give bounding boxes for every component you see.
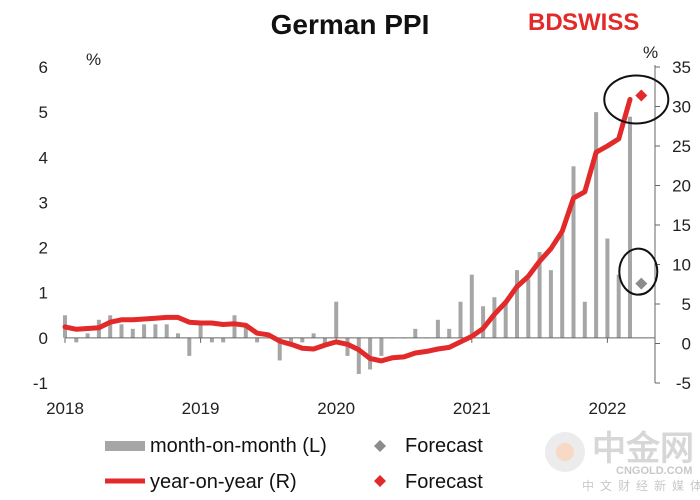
left-tick-label: 4 xyxy=(39,148,48,167)
left-tick-label: 2 xyxy=(39,239,48,258)
mom-bar xyxy=(255,337,260,343)
mom-bar xyxy=(108,315,113,338)
mom-bar xyxy=(74,337,79,343)
left-axis-ticks: -1 0 1 2 3 4 5 6 xyxy=(33,58,48,393)
left-tick-label: 3 xyxy=(39,193,48,212)
left-tick-label: 1 xyxy=(39,284,48,303)
mom-bar xyxy=(594,112,599,338)
mom-bar xyxy=(289,337,293,343)
left-axis-unit: % xyxy=(86,50,101,69)
watermark: 中金网 CNGOLD.COM 中文财经新媒体 xyxy=(545,429,700,493)
yoy-line xyxy=(62,96,633,364)
mom-bar xyxy=(515,270,519,338)
mom-bar xyxy=(176,333,180,338)
mom-bar xyxy=(130,328,135,338)
watermark-logo-inner-icon xyxy=(556,443,574,461)
mom-bar xyxy=(571,166,576,338)
mom-bar xyxy=(277,337,282,361)
mom-bar xyxy=(458,301,463,338)
mom-bar xyxy=(537,252,542,338)
mom-bar xyxy=(605,238,610,338)
yoy-series-line xyxy=(62,96,633,364)
left-tick-label: 5 xyxy=(39,103,48,122)
right-tick-label: 15 xyxy=(672,216,691,235)
left-tick-label: -1 xyxy=(33,374,48,393)
mom-bar xyxy=(164,324,169,338)
right-tick-label: -5 xyxy=(676,374,691,393)
mom-bar xyxy=(221,337,226,343)
legend-forecast-line-diamond-icon xyxy=(374,475,386,487)
legend-forecast-bar-diamond-icon xyxy=(374,440,386,452)
mom-bar xyxy=(481,306,486,338)
forecast-mom-highlight-circle xyxy=(618,247,659,296)
mom-bars xyxy=(63,112,632,374)
x-tick-label: 2020 xyxy=(317,399,355,418)
right-tick-label: 5 xyxy=(682,295,691,314)
left-tick-label: 6 xyxy=(39,58,48,77)
mom-bar xyxy=(142,324,147,338)
forecast-yoy-highlight-circle xyxy=(603,74,670,125)
x-axis-ticks: 2018 2019 2020 2021 2022 xyxy=(46,337,626,418)
x-tick-label: 2022 xyxy=(588,399,626,418)
mom-bar xyxy=(616,274,621,338)
forecast-markers xyxy=(603,74,670,296)
brand-logo-swiss: SWISS xyxy=(562,9,639,36)
brand-logo-bd: BD xyxy=(528,9,563,36)
mom-bar xyxy=(187,337,192,356)
mom-bar xyxy=(368,337,373,370)
x-tick-label: 2021 xyxy=(453,399,491,418)
legend: month-on-month (L) Forecast year-on-year… xyxy=(105,435,483,493)
mom-bar xyxy=(582,301,587,338)
right-axis-ticks: -5 0 5 10 15 20 25 30 35 xyxy=(655,58,691,393)
right-tick-label: 25 xyxy=(672,137,691,156)
forecast-yoy-diamond-icon xyxy=(635,89,648,102)
mom-bar xyxy=(379,337,384,356)
mom-bar xyxy=(548,270,553,338)
left-tick-label: 0 xyxy=(39,329,48,348)
legend-mom-swatch xyxy=(105,441,145,451)
mom-bar xyxy=(243,324,248,338)
mom-bar xyxy=(526,279,531,338)
mom-bar xyxy=(413,328,418,338)
mom-bar xyxy=(469,274,474,338)
legend-mom-label: month-on-month (L) xyxy=(150,435,327,457)
watermark-sub: CNGOLD.COM xyxy=(616,465,692,477)
mom-bar xyxy=(153,324,158,338)
mom-bar xyxy=(503,301,508,338)
x-tick-label: 2019 xyxy=(182,399,220,418)
right-tick-label: 30 xyxy=(672,98,691,117)
right-tick-label: 10 xyxy=(672,256,691,275)
mom-bar xyxy=(232,315,237,338)
forecast-mom-diamond-icon xyxy=(635,277,648,290)
mom-bar xyxy=(322,337,327,347)
brand-logo: BD SWISS xyxy=(528,9,639,36)
mom-bar xyxy=(311,333,316,338)
x-tick-label: 2018 xyxy=(46,399,84,418)
legend-yoy-label: year-on-year (R) xyxy=(150,471,297,493)
right-tick-label: 20 xyxy=(672,177,691,196)
mom-bar xyxy=(628,116,632,338)
watermark-main: 中金网 xyxy=(592,429,694,469)
legend-forecast-line-label: Forecast xyxy=(405,471,483,493)
mom-bar xyxy=(85,333,90,338)
right-tick-label: 0 xyxy=(682,335,691,354)
legend-forecast-bar-label: Forecast xyxy=(405,435,483,457)
mom-bar xyxy=(435,319,440,338)
mom-bar xyxy=(356,337,361,374)
mom-bar xyxy=(198,324,203,338)
mom-bar xyxy=(119,324,124,338)
mom-bar xyxy=(209,337,214,343)
page-title: German PPI xyxy=(271,9,430,40)
mom-bar xyxy=(560,234,565,338)
right-axis-unit: % xyxy=(643,43,658,62)
watermark-tagline: 中文财经新媒体 xyxy=(582,478,700,493)
mom-bar xyxy=(334,301,339,338)
mom-bar xyxy=(447,328,452,338)
mom-bar xyxy=(300,337,305,343)
right-tick-label: 35 xyxy=(672,58,691,77)
